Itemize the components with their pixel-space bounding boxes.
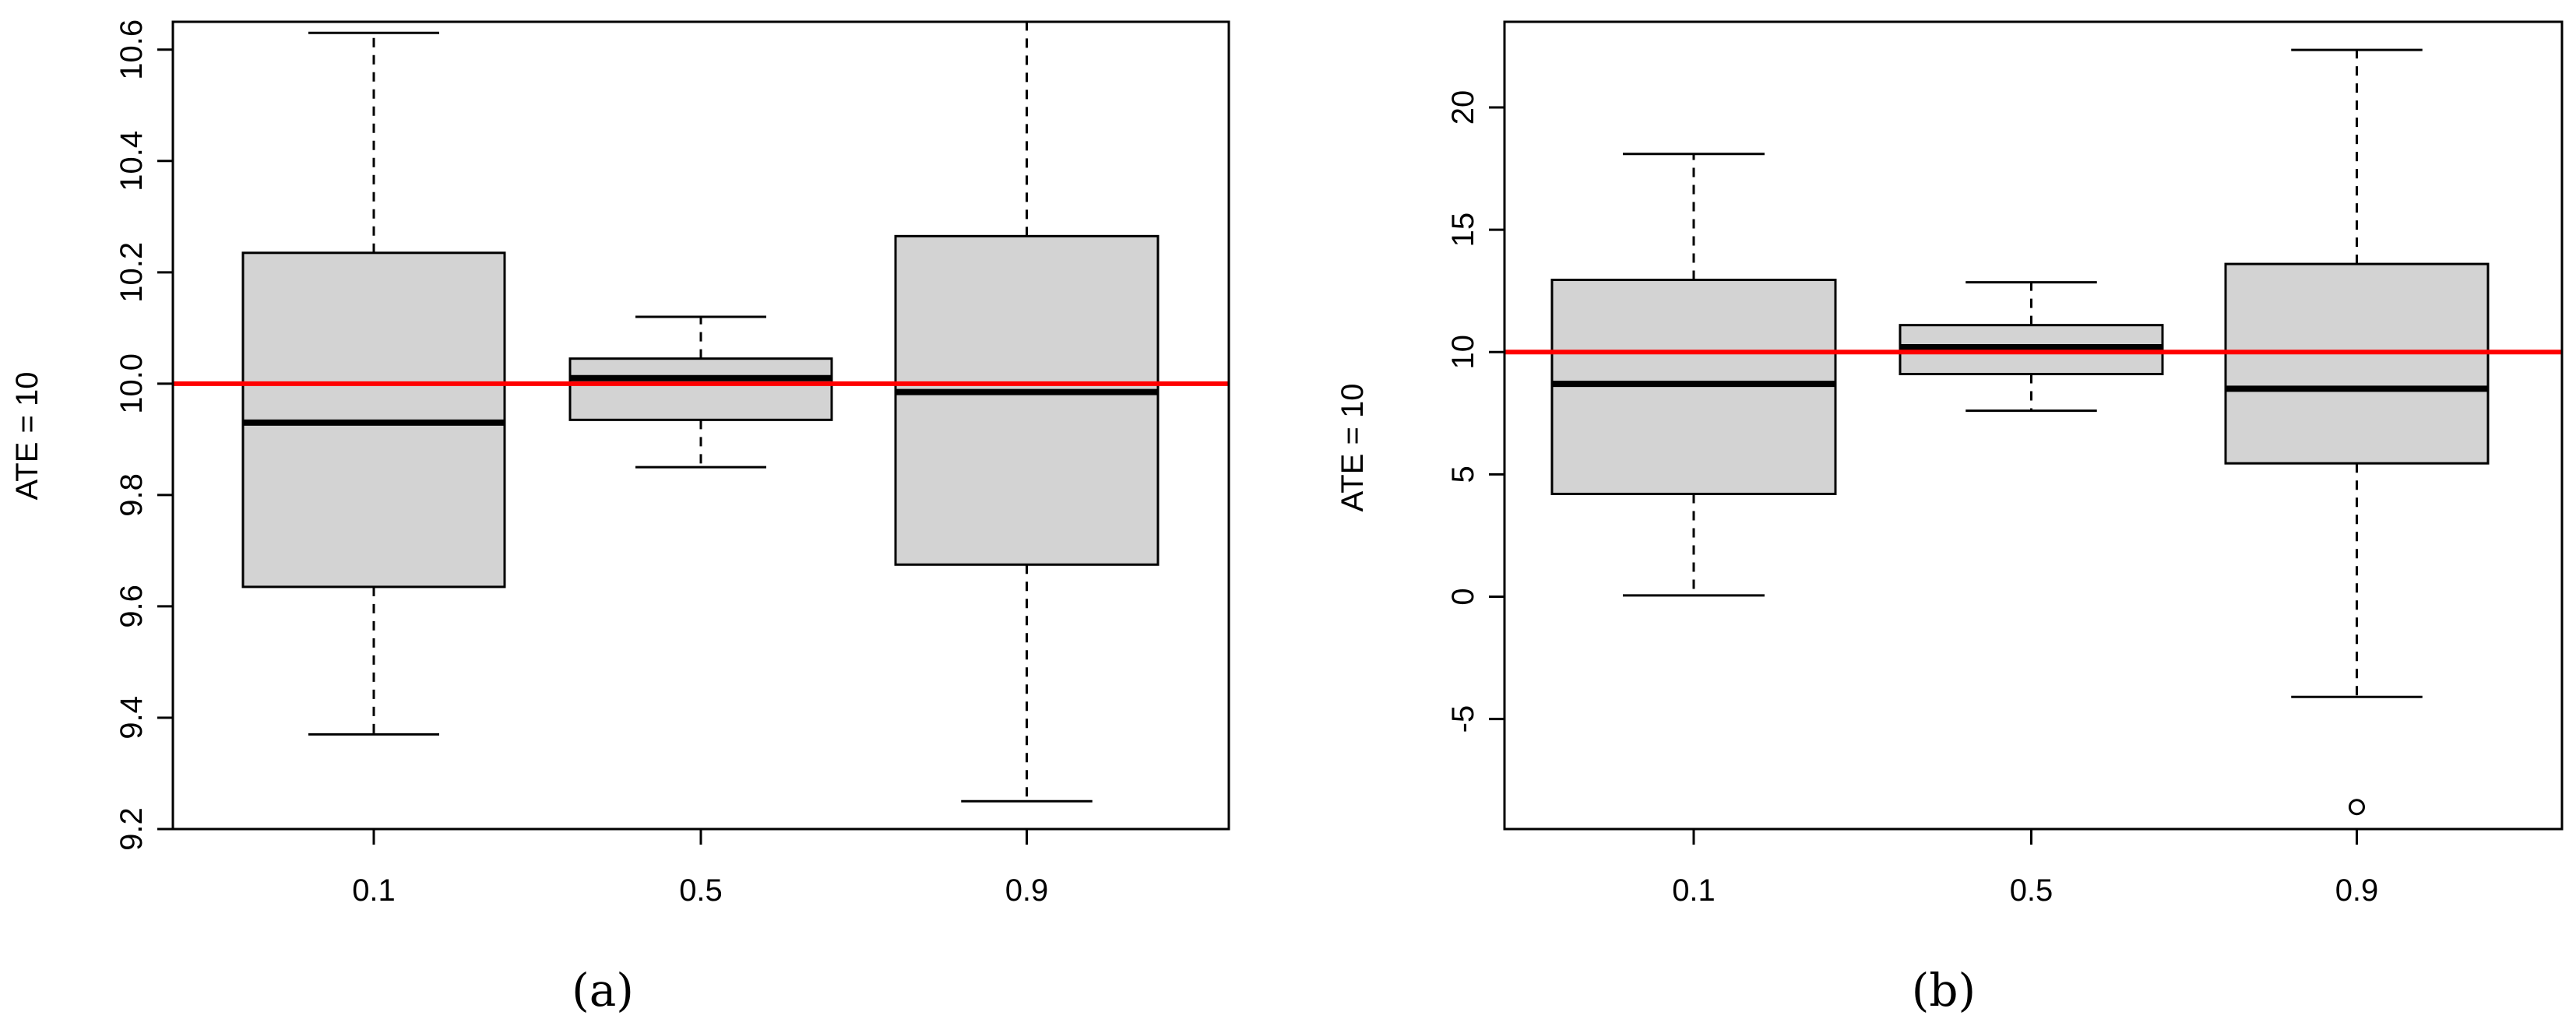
y-tick-label: 10 (1446, 335, 1480, 370)
x-tick-label: 0.1 (1672, 873, 1716, 908)
y-tick-label: 10.4 (114, 131, 149, 191)
y-tick-label: 0 (1446, 588, 1480, 605)
x-tick-label: 0.1 (352, 873, 396, 908)
box-iqr (894, 234, 1160, 566)
x-tick-label: 0.9 (1005, 873, 1049, 908)
outlier-point (2349, 799, 2365, 816)
y-tick-label: 10.6 (114, 19, 149, 80)
plot-frame (171, 20, 1230, 831)
plot-frame (1503, 20, 2564, 831)
y-tick-label: 9.8 (114, 473, 149, 517)
y-tick-label: 20 (1446, 90, 1480, 125)
y-axis-label: ATE = 10 (1336, 384, 1370, 512)
y-tick-label: 10.2 (114, 242, 149, 303)
y-tick-label: 9.4 (114, 696, 149, 740)
y-axis-label: ATE = 10 (10, 372, 44, 501)
box-iqr (568, 357, 833, 421)
chart-panel-a: 0.1 0.5 0.9 9.2 9.4 9.6 9.8 10.0 10.2 10.4 10.6 ATE… (10, 19, 1230, 1017)
y-tick-label: 5 (1446, 466, 1480, 483)
panel-caption: (a) (572, 964, 634, 1017)
x-tick-label: 0.9 (2335, 873, 2379, 908)
y-tick-label: 9.6 (114, 585, 149, 628)
y-tick-label: 10.0 (114, 353, 149, 414)
box-iqr (2224, 262, 2490, 465)
x-tick-label: 0.5 (2010, 873, 2053, 908)
y-tick-label: 15 (1446, 213, 1480, 248)
y-tick-label: -5 (1446, 705, 1480, 733)
chart-panel-b: 0.1 0.5 0.9 -5 0 5 10 15 20 ATE = 10 (b) (1336, 20, 2564, 1017)
y-tick-label: 9.2 (114, 807, 149, 851)
x-tick-label: 0.5 (679, 873, 723, 908)
panel-caption: (b) (1912, 964, 1976, 1017)
